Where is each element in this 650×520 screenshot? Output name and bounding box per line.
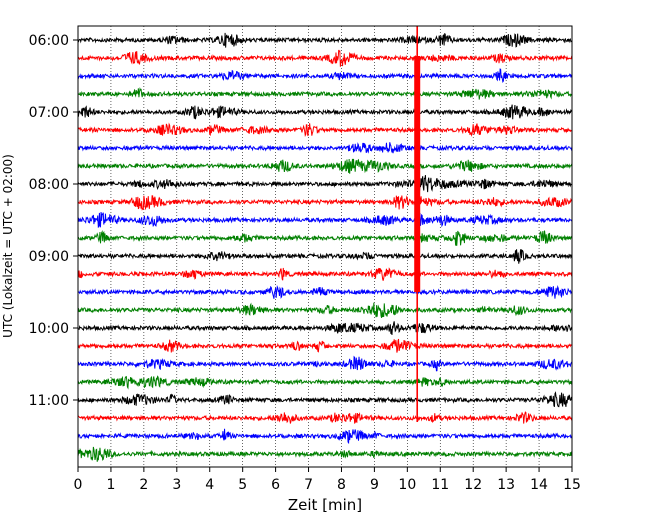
seismic-trace xyxy=(77,338,573,353)
x-tick-label: 7 xyxy=(304,477,313,493)
x-tick-label: 10 xyxy=(398,477,416,493)
x-tick-label: 15 xyxy=(563,477,581,493)
x-tick-label: 11 xyxy=(431,477,449,493)
seismic-trace xyxy=(77,267,573,281)
seismic-trace xyxy=(77,285,573,299)
x-tick-label: 2 xyxy=(139,477,148,493)
event-energy-band xyxy=(414,56,421,292)
seismic-trace xyxy=(77,158,573,174)
y-axis-label: UTC (Lokalzeit = UTC + 02:00) xyxy=(1,154,15,338)
seismic-trace xyxy=(77,446,573,462)
seismic-trace xyxy=(77,428,573,445)
seismic-trace xyxy=(77,391,573,408)
y-tick-label: 07:00 xyxy=(29,105,69,121)
seismic-trace xyxy=(77,195,572,211)
seismic-trace xyxy=(77,302,573,318)
x-axis-label: Zeit [min] xyxy=(288,496,362,514)
seismic-trace xyxy=(77,173,573,196)
y-tick-label: 11:00 xyxy=(29,393,69,409)
x-tick-label: 4 xyxy=(205,477,214,493)
seismic-traces xyxy=(77,32,573,462)
seismic-trace xyxy=(77,86,573,100)
x-axis-ticks: 0 1 2 3 4 5 6 7 8 9 10 11 12 13 14 15 xyxy=(74,467,581,493)
seismic-trace xyxy=(77,49,573,67)
earthquake-event xyxy=(414,26,421,422)
y-tick-label: 08:00 xyxy=(29,177,69,193)
seismic-trace xyxy=(77,122,573,137)
y-axis-ticks: 06:00 07:00 08:00 09:00 10:00 11:00 xyxy=(29,33,78,409)
y-tick-label: 06:00 xyxy=(29,33,69,49)
x-tick-label: 13 xyxy=(497,477,515,493)
x-tick-label: 14 xyxy=(530,477,548,493)
seismic-trace xyxy=(77,249,573,264)
y-tick-label: 10:00 xyxy=(29,321,69,337)
x-tick-label: 6 xyxy=(271,477,280,493)
seismic-trace xyxy=(77,32,573,48)
seismic-trace xyxy=(77,230,573,246)
x-tick-label: 8 xyxy=(337,477,346,493)
seismic-trace xyxy=(77,321,573,335)
seismic-trace xyxy=(77,355,573,372)
x-tick-label: 12 xyxy=(464,477,482,493)
seismic-trace xyxy=(77,104,573,120)
seismic-trace xyxy=(77,411,573,424)
y-tick-label: 09:00 xyxy=(29,249,69,265)
seismic-trace xyxy=(77,375,573,390)
x-tick-label: 9 xyxy=(370,477,379,493)
x-tick-label: 3 xyxy=(172,477,181,493)
plot-frame xyxy=(77,25,573,468)
x-tick-label: 1 xyxy=(106,477,115,493)
seismic-trace xyxy=(77,142,573,154)
seismic-trace xyxy=(77,212,573,228)
seismic-trace xyxy=(77,68,573,84)
x-tick-label: 0 xyxy=(74,477,83,493)
x-tick-label: 5 xyxy=(238,477,247,493)
